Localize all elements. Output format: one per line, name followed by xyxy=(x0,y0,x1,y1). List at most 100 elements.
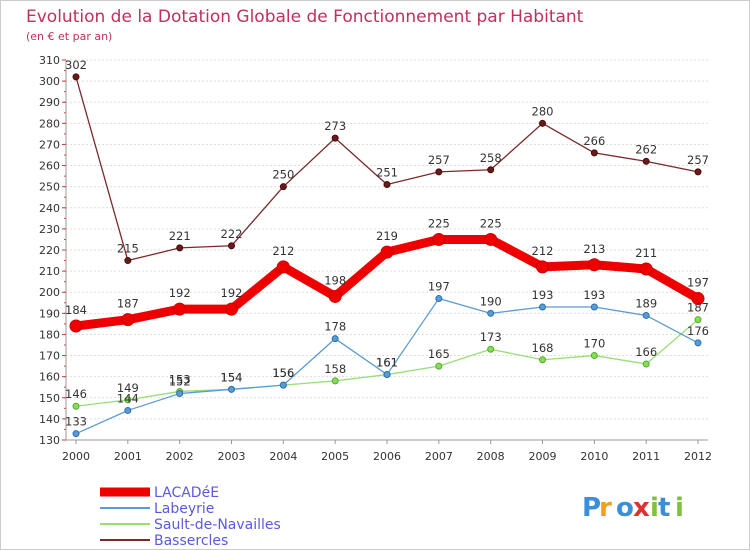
y-tick-label: 210 xyxy=(39,265,60,278)
x-tick-label: 2008 xyxy=(477,450,505,463)
data-label-labeyrie: 178 xyxy=(324,320,346,334)
data-point-lacad-e xyxy=(121,313,135,327)
y-tick-label: 140 xyxy=(39,413,60,426)
data-point-labeyrie xyxy=(487,309,495,317)
data-label-lacad-e: 211 xyxy=(635,246,657,260)
data-label-bassercles: 302 xyxy=(65,58,87,72)
data-point-sault-de-navailles xyxy=(590,352,598,360)
y-tick-label: 270 xyxy=(39,138,60,151)
data-label-bassercles: 280 xyxy=(532,104,554,118)
data-point-lacad-e xyxy=(432,232,446,246)
data-label-sault-de-navailles: 153 xyxy=(169,372,191,386)
data-label-sault-de-navailles: 166 xyxy=(635,345,657,359)
logo-letter: P xyxy=(582,493,601,523)
data-label-sault-de-navailles: 149 xyxy=(117,381,139,395)
data-point-labeyrie xyxy=(435,295,443,303)
data-label-lacad-e: 187 xyxy=(117,297,139,311)
data-label-lacad-e: 212 xyxy=(532,244,554,258)
data-point-lacad-e xyxy=(328,289,342,303)
data-point-lacad-e xyxy=(225,302,238,316)
data-label-lacad-e: 219 xyxy=(376,229,398,243)
data-point-bassercles xyxy=(383,181,391,189)
data-point-lacad-e xyxy=(691,292,705,306)
data-point-lacad-e xyxy=(276,260,290,274)
x-tick-label: 2002 xyxy=(166,450,194,463)
data-point-labeyrie xyxy=(176,390,184,398)
data-point-lacad-e xyxy=(639,262,653,276)
data-label-labeyrie: 133 xyxy=(65,415,87,429)
data-label-bassercles: 258 xyxy=(480,151,502,165)
data-label-layer: 302 215 221 222 250 273 251 257 258 280 266 262 257 1… xyxy=(65,58,709,429)
chart-subtitle: (en € et par an) xyxy=(26,30,112,43)
data-label-sault-de-navailles: 168 xyxy=(532,341,554,355)
data-label-sault-de-navailles: 146 xyxy=(65,387,87,401)
data-label-lacad-e: 197 xyxy=(687,276,709,290)
y-tick-label: 310 xyxy=(39,54,60,67)
data-label-labeyrie: 154 xyxy=(221,370,243,384)
data-point-labeyrie xyxy=(539,303,546,311)
data-point-lacad-e xyxy=(536,260,549,274)
data-point-sault-de-navailles xyxy=(642,360,650,368)
x-tick-label: 2010 xyxy=(580,450,608,463)
data-point-sault-de-navailles xyxy=(124,396,132,404)
data-label-lacad-e: 212 xyxy=(272,244,294,258)
data-point-lacad-e xyxy=(69,319,83,333)
x-tick-label: 2012 xyxy=(684,450,712,463)
data-point-bassercles xyxy=(487,166,495,174)
data-label-labeyrie: 161 xyxy=(376,356,398,370)
data-label-bassercles: 257 xyxy=(428,153,450,167)
data-label-labeyrie: 193 xyxy=(583,288,605,302)
data-label-labeyrie: 152 xyxy=(169,375,191,389)
series-layer xyxy=(69,73,705,438)
data-point-sault-de-navailles xyxy=(694,316,702,324)
data-point-bassercles xyxy=(72,73,80,81)
y-tick-label: 290 xyxy=(39,96,60,109)
data-point-bassercles xyxy=(176,244,184,252)
data-point-bassercles xyxy=(279,183,287,191)
data-label-bassercles: 221 xyxy=(169,229,191,243)
x-tick-label: 2009 xyxy=(529,450,557,463)
legend-label: LACADéE xyxy=(154,485,219,501)
data-label-lacad-e: 192 xyxy=(169,286,191,300)
data-label-bassercles: 251 xyxy=(376,166,398,180)
y-tick-label: 190 xyxy=(39,307,60,320)
data-label-lacad-e: 225 xyxy=(428,216,450,230)
x-tick-label: 2005 xyxy=(321,450,349,463)
x-tick-label: 2011 xyxy=(632,450,660,463)
legend: LACADéELabeyrieSault-de-NavaillesBasserc… xyxy=(100,485,281,549)
data-point-bassercles xyxy=(539,119,546,127)
data-label-bassercles: 257 xyxy=(687,153,709,167)
data-point-labeyrie xyxy=(124,406,132,414)
logo-letter: i xyxy=(650,493,659,523)
chart-title: Evolution de la Dotation Globale de Fonc… xyxy=(26,7,584,27)
x-tick-label: 2006 xyxy=(373,450,401,463)
proxiti-logo: Pr o x i t i xyxy=(582,493,684,523)
data-label-labeyrie: 144 xyxy=(117,391,139,405)
y-tick-label: 200 xyxy=(39,286,60,299)
data-label-sault-de-navailles: 170 xyxy=(583,337,605,351)
data-label-bassercles: 215 xyxy=(117,242,139,256)
data-point-lacad-e xyxy=(380,245,394,259)
data-label-bassercles: 262 xyxy=(635,142,657,156)
axis-layer: 130 140 150 160 170 180 190 200 210 220 230 240 250 2… xyxy=(39,54,712,463)
data-label-bassercles: 266 xyxy=(583,134,605,148)
logo-letter: r xyxy=(599,493,612,523)
x-tick-label: 2007 xyxy=(425,450,453,463)
y-tick-label: 240 xyxy=(39,202,60,215)
x-tick-label: 2000 xyxy=(62,450,90,463)
data-label-sault-de-navailles: 156 xyxy=(272,366,294,380)
data-point-sault-de-navailles xyxy=(487,345,495,353)
data-label-labeyrie: 156 xyxy=(272,366,294,380)
x-tick-label: 2004 xyxy=(269,450,297,463)
y-tick-label: 220 xyxy=(39,244,60,257)
data-label-bassercles: 273 xyxy=(324,119,346,133)
data-point-lacad-e xyxy=(587,258,601,272)
data-point-labeyrie xyxy=(72,430,80,438)
data-point-sault-de-navailles xyxy=(539,356,546,364)
y-tick-label: 250 xyxy=(39,181,60,194)
y-tick-label: 260 xyxy=(39,160,60,173)
data-point-sault-de-navailles xyxy=(72,402,80,410)
data-label-labeyrie: 193 xyxy=(532,288,554,302)
y-tick-label: 230 xyxy=(39,223,60,236)
